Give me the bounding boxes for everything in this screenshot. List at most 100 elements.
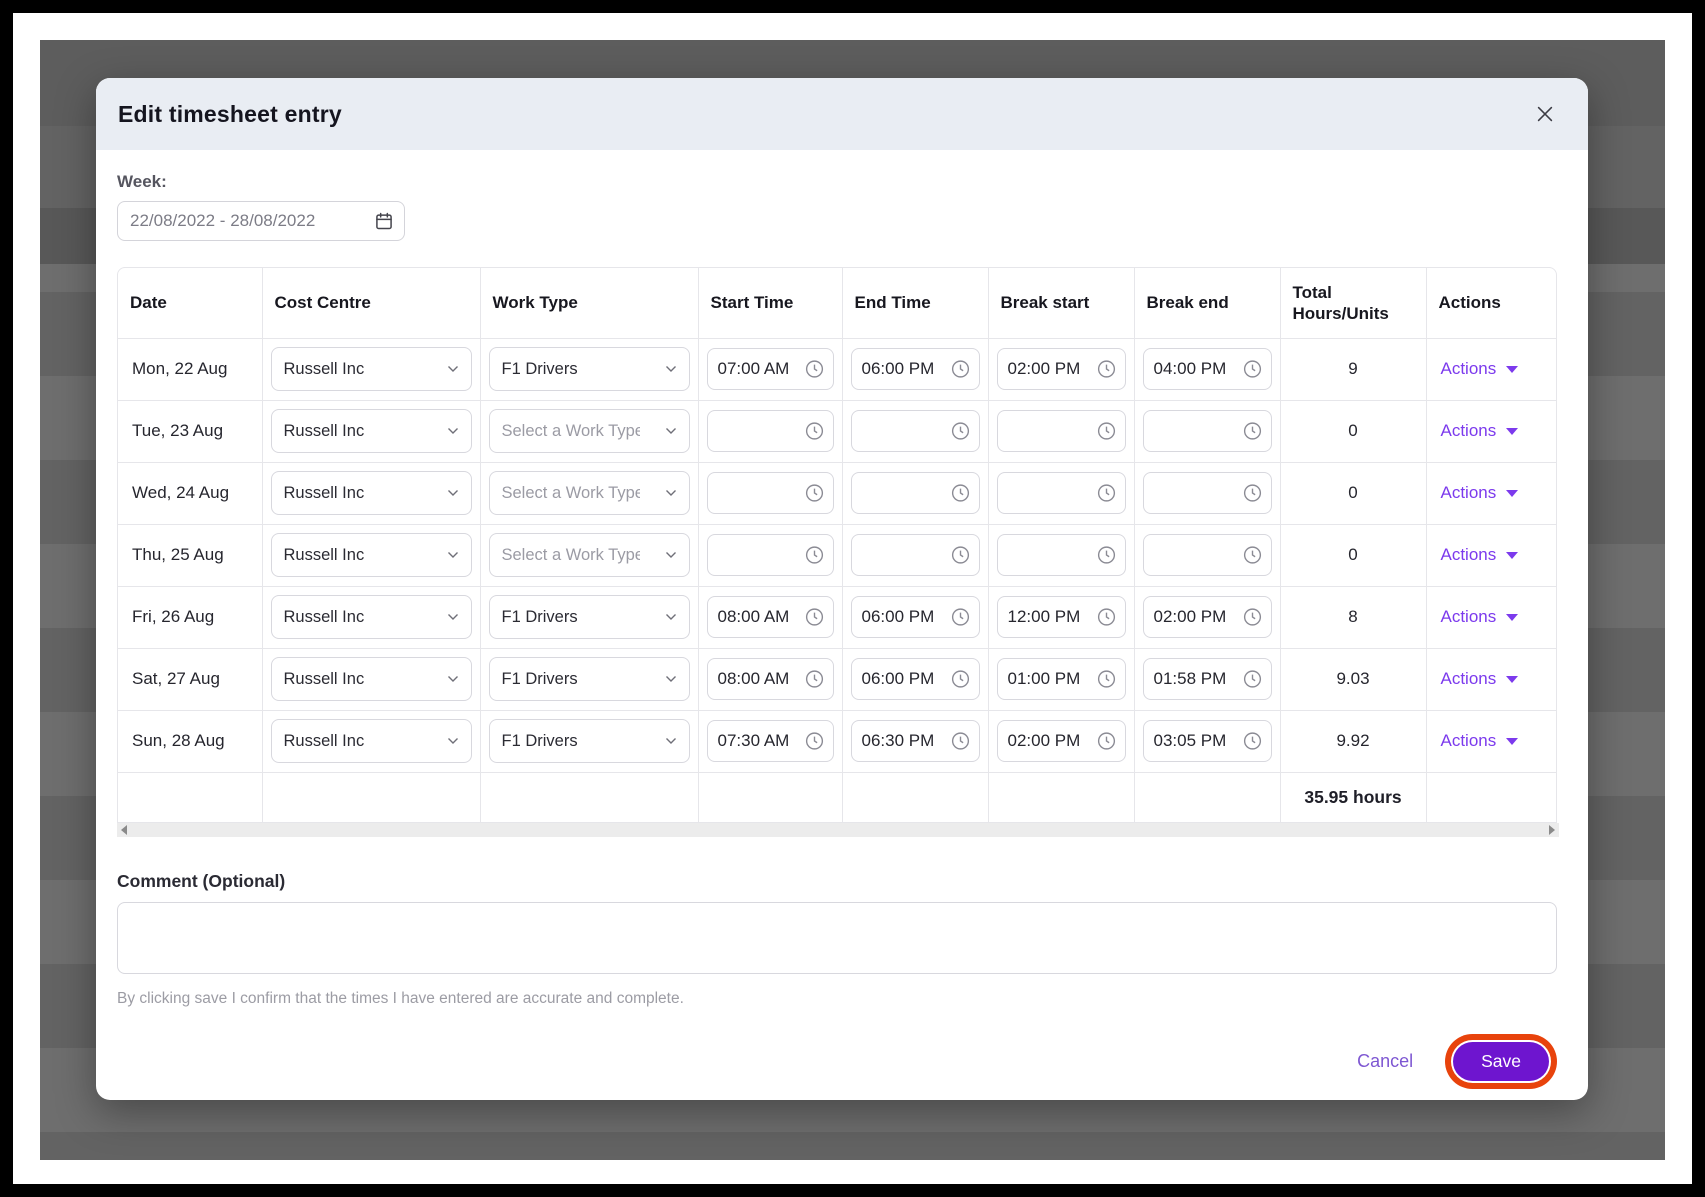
break-end-input[interactable]	[1153, 545, 1235, 565]
start-time-field[interactable]	[706, 596, 834, 638]
row-total-hours: 0	[1280, 524, 1427, 587]
end-time-field[interactable]	[850, 472, 980, 514]
break-start-input[interactable]	[1007, 545, 1089, 565]
break-end-field[interactable]	[1142, 720, 1272, 762]
break-start-field[interactable]	[996, 596, 1126, 638]
work-type-select[interactable]: Select a Work Type	[488, 533, 690, 577]
row-actions-menu[interactable]: Actions	[1435, 607, 1551, 627]
start-time-field[interactable]	[706, 410, 834, 452]
end-time-input[interactable]	[861, 359, 943, 379]
clock-icon	[804, 421, 825, 442]
end-time-field[interactable]	[850, 534, 980, 576]
scroll-right-icon[interactable]	[1549, 825, 1555, 835]
totals-row: 35.95 hours	[118, 772, 1556, 822]
start-time-input[interactable]	[717, 545, 797, 565]
week-range-input[interactable]	[130, 211, 374, 231]
end-time-input[interactable]	[861, 483, 943, 503]
break-start-field[interactable]	[996, 534, 1126, 576]
cost-centre-select[interactable]: Russell Inc	[270, 719, 472, 763]
cancel-button[interactable]: Cancel	[1357, 1051, 1414, 1071]
work-type-select[interactable]: F1 Drivers	[488, 657, 690, 701]
end-time-input[interactable]	[861, 545, 943, 565]
end-time-input[interactable]	[861, 669, 943, 689]
end-time-field[interactable]	[850, 410, 980, 452]
start-time-field[interactable]	[706, 720, 834, 762]
break-start-field[interactable]	[996, 658, 1126, 700]
row-actions-menu[interactable]: Actions	[1435, 421, 1551, 441]
break-start-field[interactable]	[996, 472, 1126, 514]
work-type-select[interactable]: F1 Drivers	[488, 595, 690, 639]
break-end-input[interactable]	[1153, 607, 1235, 627]
start-time-input[interactable]	[717, 607, 797, 627]
horizontal-scrollbar[interactable]	[117, 823, 1559, 837]
save-disclaimer-text: By clicking save I confirm that the time…	[117, 990, 684, 1007]
edit-timesheet-modal: Edit timesheet entry Week:	[96, 78, 1588, 1100]
break-start-input[interactable]	[1007, 731, 1089, 751]
break-start-input[interactable]	[1007, 421, 1089, 441]
clock-icon	[804, 359, 825, 380]
work-type-select[interactable]: F1 Drivers	[488, 347, 690, 391]
row-actions-menu[interactable]: Actions	[1435, 359, 1551, 379]
end-time-input[interactable]	[861, 731, 943, 751]
break-start-input[interactable]	[1007, 607, 1089, 627]
end-time-field[interactable]	[850, 596, 980, 638]
break-end-field[interactable]	[1142, 596, 1272, 638]
row-total-hours: 8	[1280, 586, 1427, 649]
row-actions-menu[interactable]: Actions	[1435, 483, 1551, 503]
end-time-field[interactable]	[850, 658, 980, 700]
cost-centre-select[interactable]: Russell Inc	[270, 471, 472, 515]
break-start-field[interactable]	[996, 720, 1126, 762]
save-button[interactable]: Save	[1453, 1042, 1549, 1081]
table-row: Thu, 25 Aug Russell Inc Select a Work Ty…	[118, 524, 1556, 587]
start-time-input[interactable]	[717, 669, 797, 689]
start-time-input[interactable]	[717, 731, 797, 751]
work-type-select[interactable]: F1 Drivers	[488, 719, 690, 763]
week-range-field[interactable]	[117, 201, 405, 241]
break-start-input[interactable]	[1007, 669, 1089, 689]
cost-centre-select[interactable]: Russell Inc	[270, 595, 472, 639]
break-end-input[interactable]	[1153, 669, 1235, 689]
chevron-down-icon	[665, 365, 677, 373]
end-time-field[interactable]	[850, 720, 980, 762]
work-type-select[interactable]: Select a Work Type	[488, 409, 690, 453]
row-date: Wed, 24 Aug	[118, 462, 263, 525]
break-end-input[interactable]	[1153, 483, 1235, 503]
break-end-input[interactable]	[1153, 421, 1235, 441]
chevron-down-icon	[447, 675, 459, 683]
break-end-field[interactable]	[1142, 410, 1272, 452]
start-time-input[interactable]	[717, 421, 797, 441]
break-start-input[interactable]	[1007, 483, 1089, 503]
start-time-field[interactable]	[706, 658, 834, 700]
end-time-field[interactable]	[850, 348, 980, 390]
work-type-select[interactable]: Select a Work Type	[488, 471, 690, 515]
break-start-input[interactable]	[1007, 359, 1089, 379]
row-actions-menu[interactable]: Actions	[1435, 731, 1551, 751]
break-end-field[interactable]	[1142, 472, 1272, 514]
clock-icon	[950, 421, 971, 442]
row-actions-menu[interactable]: Actions	[1435, 545, 1551, 565]
break-end-input[interactable]	[1153, 731, 1235, 751]
cost-centre-select[interactable]: Russell Inc	[270, 409, 472, 453]
end-time-input[interactable]	[861, 421, 943, 441]
break-start-field[interactable]	[996, 410, 1126, 452]
cost-centre-select[interactable]: Russell Inc	[270, 657, 472, 701]
row-actions-menu[interactable]: Actions	[1435, 669, 1551, 689]
start-time-field[interactable]	[706, 534, 834, 576]
scroll-left-icon[interactable]	[121, 825, 127, 835]
break-end-field[interactable]	[1142, 348, 1272, 390]
break-start-field[interactable]	[996, 348, 1126, 390]
start-time-field[interactable]	[706, 348, 834, 390]
close-icon[interactable]	[1532, 101, 1558, 127]
break-end-input[interactable]	[1153, 359, 1235, 379]
cost-centre-select[interactable]: Russell Inc	[270, 533, 472, 577]
calendar-icon[interactable]	[374, 211, 394, 231]
cost-centre-select[interactable]: Russell Inc	[270, 347, 472, 391]
comment-textarea[interactable]	[117, 902, 1557, 974]
start-time-input[interactable]	[717, 359, 797, 379]
start-time-input[interactable]	[717, 483, 797, 503]
break-end-field[interactable]	[1142, 658, 1272, 700]
end-time-input[interactable]	[861, 607, 943, 627]
col-header-cost-centre: Cost Centre	[262, 268, 481, 339]
break-end-field[interactable]	[1142, 534, 1272, 576]
start-time-field[interactable]	[706, 472, 834, 514]
